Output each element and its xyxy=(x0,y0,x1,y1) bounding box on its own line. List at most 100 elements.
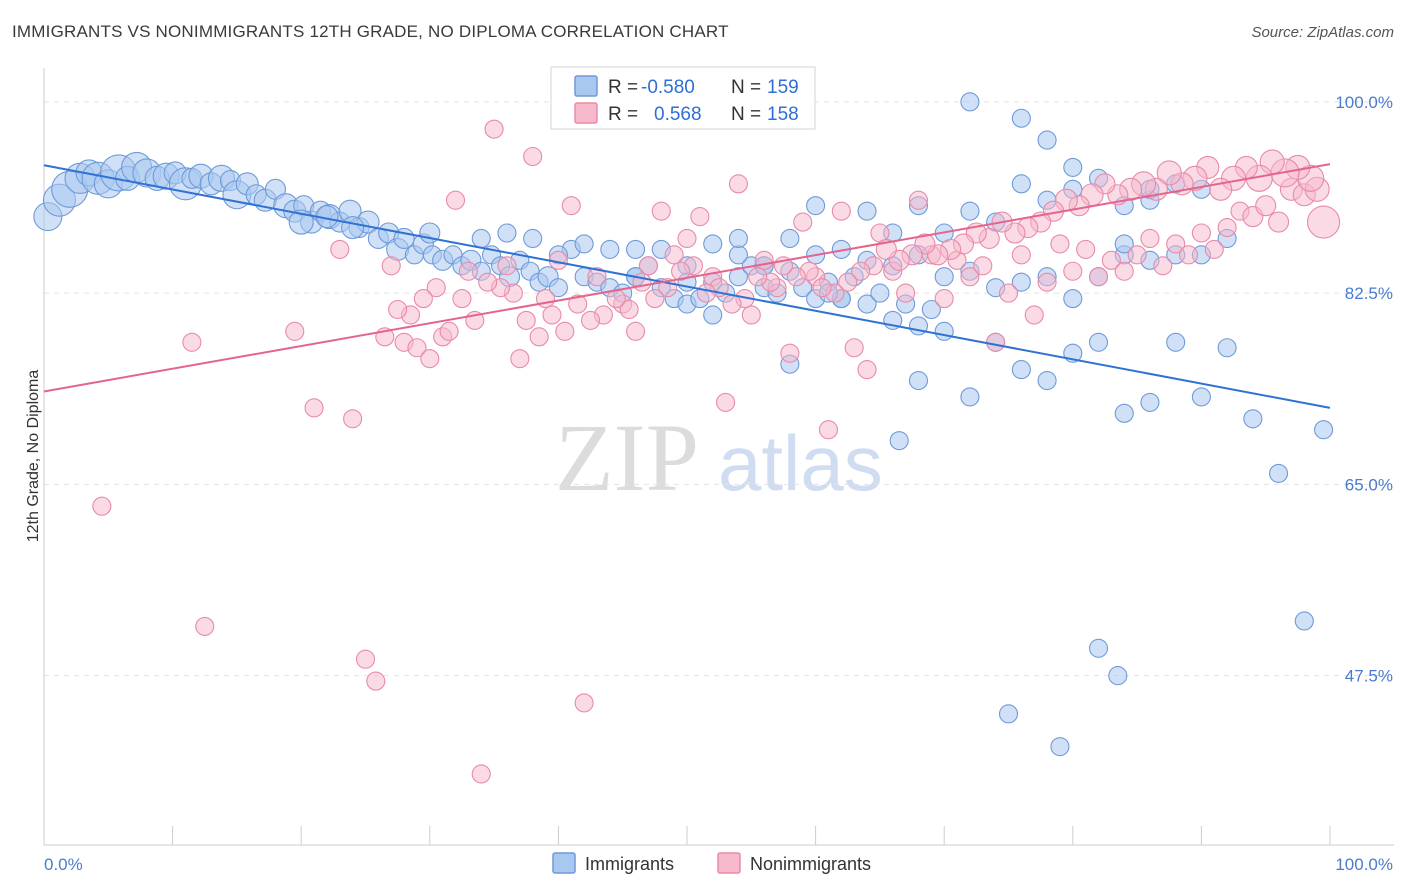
nonimmigrants-point xyxy=(445,190,466,210)
immigrants-point xyxy=(703,234,723,254)
nonimmigrants-point xyxy=(651,201,671,221)
nonimmigrants-point xyxy=(568,294,588,314)
nonimmigrants-point xyxy=(1037,272,1057,292)
watermark-atlas: atlas xyxy=(718,419,883,507)
legend-n-value-immigrants: 159 xyxy=(767,77,799,98)
immigrants-point xyxy=(960,92,980,112)
nonimmigrants-point xyxy=(355,649,376,669)
nonimmigrants-point xyxy=(195,616,215,636)
y-tick-label: 100.0% xyxy=(1335,93,1393,112)
legend-r-value-nonimmigrants: 0.568 xyxy=(654,104,702,125)
watermark: ZIP atlas xyxy=(555,404,883,511)
legend-n-label-nonimmigrants: N = xyxy=(731,104,761,125)
nonimmigrants-point xyxy=(1268,211,1290,233)
nonimmigrants-point xyxy=(484,119,504,139)
immigrants-point xyxy=(934,321,954,341)
immigrants-point xyxy=(341,215,365,240)
immigrants-point xyxy=(806,196,826,216)
immigrants-point xyxy=(1140,392,1160,412)
nonimmigrants-point xyxy=(960,267,980,287)
immigrants-point xyxy=(1243,409,1263,429)
nonimmigrants-point xyxy=(851,261,871,281)
nonimmigrants-point xyxy=(1307,205,1341,239)
nonimmigrants-point xyxy=(285,321,305,341)
immigrants-point xyxy=(574,234,594,254)
nonimmigrants-point xyxy=(1011,245,1031,265)
x-tick-label-max: 100.0% xyxy=(1335,855,1393,874)
immigrants-point xyxy=(548,278,568,298)
nonimmigrants-point xyxy=(671,261,691,281)
nonimmigrants-point xyxy=(1191,223,1211,243)
nonimmigrants-point xyxy=(844,338,864,358)
nonimmigrants-point xyxy=(626,321,646,341)
immigrants-point xyxy=(870,283,890,303)
nonimmigrants-point xyxy=(439,321,459,341)
legend-swatch-nonimmigrants xyxy=(574,102,598,124)
immigrants-point xyxy=(497,223,517,243)
nonimmigrants-point xyxy=(857,360,877,380)
legend-r-value-immigrants: -0.580 xyxy=(641,77,695,98)
nonimmigrants-point xyxy=(831,201,851,221)
nonimmigrants-point xyxy=(748,267,768,287)
immigrants-point xyxy=(889,431,909,451)
immigrants-point xyxy=(1088,332,1109,352)
legend-r-label-immigrants: R = xyxy=(608,77,638,98)
nonimmigrants-point xyxy=(555,321,575,341)
nonimmigrants-point xyxy=(426,278,446,298)
y-tick-labels: 100.0% 82.5% 65.0% 47.5% xyxy=(1335,93,1393,686)
nonimmigrants-point xyxy=(343,409,363,429)
nonimmigrants-point xyxy=(1166,234,1186,254)
nonimmigrants-points xyxy=(92,92,1341,784)
nonimmigrants-point xyxy=(818,420,839,440)
nonimmigrants-point xyxy=(1127,245,1147,265)
y-tick-label: 82.5% xyxy=(1345,284,1393,303)
immigrants-point xyxy=(1114,403,1134,423)
trend-lines xyxy=(43,163,1331,409)
nonimmigrants-point xyxy=(1101,250,1121,270)
chart-title: IMMIGRANTS VS NONIMMIGRANTS 12TH GRADE, … xyxy=(12,22,729,41)
nonimmigrants-point xyxy=(722,294,742,314)
y-tick-label: 65.0% xyxy=(1345,475,1393,494)
nonimmigrants-point xyxy=(458,261,478,281)
nonimmigrants-point xyxy=(1024,305,1044,325)
immigrants-point xyxy=(1166,332,1186,352)
immigrants-point xyxy=(1088,638,1109,658)
immigrants-point xyxy=(1011,360,1031,380)
x-tick-label-min: 0.0% xyxy=(44,855,83,874)
nonimmigrants-point xyxy=(407,338,427,358)
nonimmigrants-point xyxy=(413,289,433,309)
immigrants-point xyxy=(600,239,620,259)
nonimmigrants-point xyxy=(838,272,858,292)
nonimmigrants-point xyxy=(741,305,761,325)
x-tick-marks xyxy=(172,826,1331,845)
nonimmigrants-point xyxy=(182,332,202,352)
nonimmigrants-point xyxy=(786,267,806,287)
y-axis-label: 12th Grade, No Diploma xyxy=(25,370,42,543)
immigrants-point xyxy=(1037,370,1057,391)
bottom-legend-swatch-immigrants xyxy=(552,852,576,874)
nonimmigrants-point xyxy=(619,299,639,320)
bottom-legend-swatch-nonimmigrants xyxy=(717,852,741,874)
nonimmigrants-point xyxy=(638,256,658,276)
immigrants-point xyxy=(288,209,314,235)
nonimmigrants-point xyxy=(1204,239,1224,259)
immigrants-point xyxy=(1191,387,1211,407)
nonimmigrants-point xyxy=(696,283,716,303)
nonimmigrants-point xyxy=(420,349,440,369)
nonimmigrants-point xyxy=(1217,217,1237,238)
nonimmigrants-point xyxy=(1076,239,1096,259)
immigrants-point xyxy=(728,245,748,265)
immigrants-point xyxy=(523,228,543,249)
nonimmigrants-point xyxy=(523,146,543,167)
nonimmigrants-point xyxy=(908,190,929,210)
immigrants-point xyxy=(1063,157,1083,177)
immigrants-point xyxy=(1011,272,1031,292)
legend-swatch-immigrants xyxy=(574,75,598,97)
nonimmigrants-point xyxy=(645,289,665,309)
nonimmigrants-point xyxy=(510,349,530,369)
legend-r-label-nonimmigrants: R = xyxy=(608,104,638,125)
nonimmigrants-point xyxy=(728,174,748,194)
nonimmigrants-trend-line xyxy=(43,163,1331,393)
nonimmigrants-point xyxy=(677,228,697,249)
immigrants-point xyxy=(1108,666,1128,686)
